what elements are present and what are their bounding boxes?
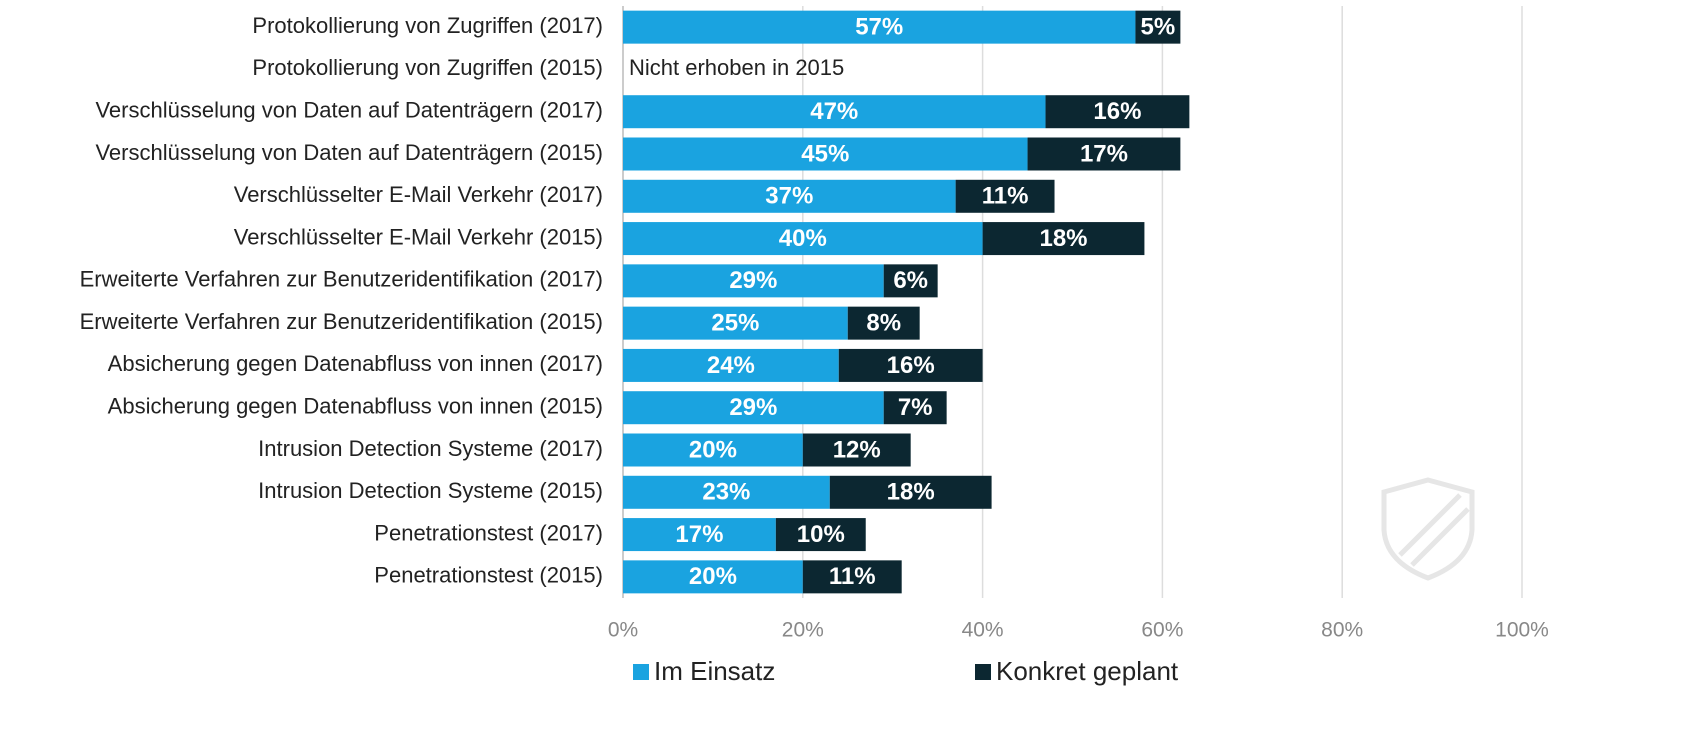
data-label: 20% — [689, 563, 737, 590]
bar-segment — [1135, 10, 1181, 44]
bar-segment — [847, 306, 920, 340]
bar-segment — [623, 391, 884, 425]
data-label: 29% — [729, 267, 777, 294]
data-label: 7% — [898, 394, 933, 421]
y-tick-label: Erweiterte Verfahren zur Benutzeridentif… — [80, 267, 603, 292]
bar-segment — [623, 95, 1046, 129]
data-label: 11% — [982, 183, 1029, 210]
x-tick-label: 100% — [1495, 619, 1549, 642]
data-label: 24% — [707, 352, 755, 379]
data-label: 11% — [829, 563, 876, 590]
y-tick-label: Verschlüsselung von Daten auf Datenträge… — [95, 98, 603, 123]
bar-segment — [623, 560, 803, 594]
data-label: 6% — [893, 267, 928, 294]
bar-segment — [883, 264, 938, 298]
legend-label: Konkret geplant — [996, 656, 1179, 686]
x-tick-label: 40% — [962, 619, 1004, 642]
bar-segment — [623, 10, 1136, 44]
bar-segment — [623, 475, 830, 509]
y-tick-label: Absicherung gegen Datenabfluss von innen… — [108, 394, 603, 419]
y-tick-label: Verschlüsselung von Daten auf Datenträge… — [95, 140, 603, 165]
x-tick-label: 60% — [1141, 619, 1183, 642]
y-tick-label: Verschlüsselter E-Mail Verkehr (2017) — [234, 182, 603, 207]
bar-segment — [623, 348, 839, 382]
y-tick-label: Protokollierung von Zugriffen (2015) — [252, 55, 603, 80]
bar-segment — [623, 222, 983, 256]
bar-segment — [623, 518, 776, 552]
bar-segment — [883, 391, 947, 425]
x-tick-label: 80% — [1321, 619, 1363, 642]
bar-segment — [623, 433, 803, 467]
y-tick-label: Intrusion Detection Systeme (2015) — [258, 478, 603, 503]
data-label: 10% — [797, 521, 845, 548]
watermark-shield — [1381, 477, 1475, 581]
data-label: 23% — [702, 479, 750, 506]
data-label: 29% — [729, 394, 777, 421]
legend-label: Im Einsatz — [654, 656, 775, 686]
y-tick-label: Penetrationstest (2017) — [374, 520, 603, 545]
bar-segment — [802, 433, 911, 467]
x-tick-label: 20% — [782, 619, 824, 642]
bar-segment — [1045, 95, 1190, 129]
bar-segment — [623, 179, 956, 213]
y-tick-label: Protokollierung von Zugriffen (2017) — [252, 13, 603, 38]
bar-segment — [623, 137, 1028, 171]
bar-segment — [775, 518, 866, 552]
data-label: 16% — [1093, 98, 1141, 125]
legend-swatch — [975, 664, 991, 680]
data-label: 25% — [711, 309, 759, 336]
data-label: 8% — [866, 309, 901, 336]
y-tick-label: Erweiterte Verfahren zur Benutzeridentif… — [80, 309, 603, 334]
data-label: 18% — [887, 479, 935, 506]
bar-segment — [955, 179, 1055, 213]
data-label: 16% — [887, 352, 935, 379]
bar-segment — [1027, 137, 1181, 171]
data-label: 17% — [1080, 140, 1128, 167]
y-tick-label: Penetrationstest (2015) — [374, 563, 603, 588]
bar-segment — [838, 348, 983, 382]
y-tick-label: Intrusion Detection Systeme (2017) — [258, 436, 603, 461]
y-tick-label: Verschlüsselter E-Mail Verkehr (2015) — [234, 224, 603, 249]
data-label: 57% — [855, 13, 903, 40]
legend-swatch — [633, 664, 649, 680]
data-label: 47% — [810, 98, 858, 125]
data-label: 12% — [833, 436, 881, 463]
data-label: 20% — [689, 436, 737, 463]
bar-segment — [623, 264, 884, 298]
bar-segment — [829, 475, 992, 509]
data-label: 5% — [1141, 13, 1176, 40]
data-label: 40% — [779, 225, 827, 252]
data-label: 18% — [1039, 225, 1087, 252]
data-label: 17% — [675, 521, 723, 548]
annotation: Nicht erhoben in 2015 — [629, 55, 844, 80]
bar-segment — [623, 306, 848, 340]
x-tick-label: 0% — [608, 619, 638, 642]
y-tick-label: Absicherung gegen Datenabfluss von innen… — [108, 351, 603, 376]
bar-segment — [982, 222, 1145, 256]
bar-segment — [802, 560, 902, 594]
data-label: 45% — [801, 140, 849, 167]
data-label: 37% — [765, 183, 813, 210]
